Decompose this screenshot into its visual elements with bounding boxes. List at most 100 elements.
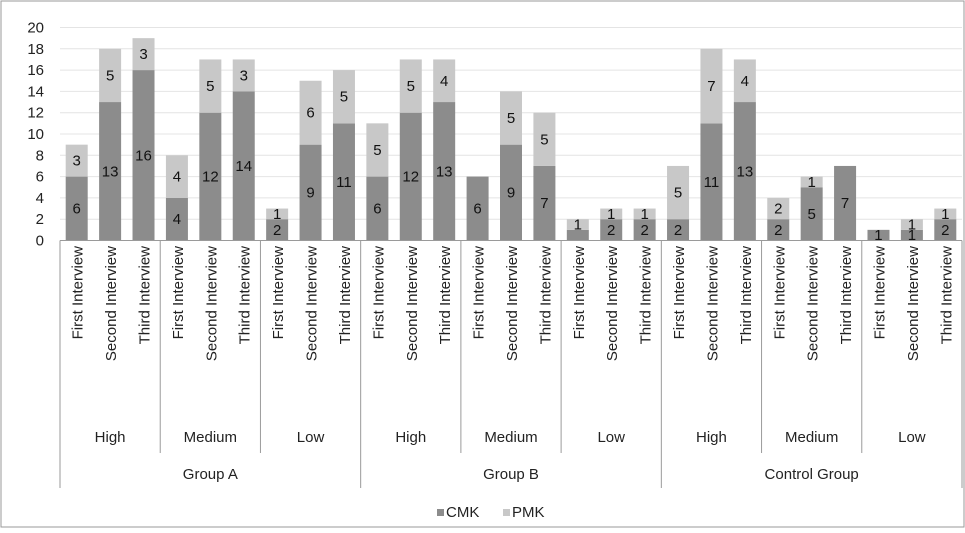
bar-pmk — [733, 59, 756, 103]
bar-cmk — [566, 229, 589, 241]
data-label-cmk: 9 — [507, 185, 515, 202]
x-tick-label: First Interview — [270, 246, 287, 340]
data-label-pmk: 5 — [674, 185, 682, 202]
bar-cmk — [466, 176, 489, 241]
data-label-cmk: 7 — [841, 195, 849, 212]
y-tick-label: 18 — [27, 41, 44, 58]
bar-cmk — [667, 219, 690, 241]
y-tick-label: 10 — [27, 126, 44, 143]
y-tick-label: 12 — [27, 105, 44, 122]
x-tick-label: Third Interview — [638, 246, 655, 345]
bar-pmk — [132, 38, 155, 71]
data-label-cmk: 6 — [473, 201, 481, 218]
data-label-cmk: 6 — [73, 201, 81, 218]
data-label-pmk: 5 — [373, 142, 381, 159]
data-label-pmk: 3 — [139, 46, 147, 63]
data-label-cmk: 11 — [704, 174, 720, 191]
data-label-cmk: 5 — [807, 206, 815, 223]
data-label-pmk: 7 — [707, 78, 715, 95]
bar-cmk — [332, 123, 355, 241]
x-axis: First Interview Second Interview Third Int… — [59, 240, 963, 488]
bar-cmk — [733, 102, 756, 241]
x-tick-label: First Interview — [70, 246, 87, 340]
x-tick-label: Third Interview — [738, 246, 755, 345]
bar-pmk — [500, 91, 522, 145]
data-label-pmk: 1 — [640, 206, 648, 223]
x-tick-label: First Interview — [370, 246, 387, 340]
bar-pmk — [700, 48, 723, 124]
bar-cmk — [366, 176, 389, 241]
bar-cmk — [700, 123, 723, 241]
bar-cmk — [399, 112, 422, 241]
data-label-cmk: 4 — [173, 211, 181, 228]
data-label-pmk: 5 — [206, 78, 214, 95]
data-label-pmk: 1 — [908, 217, 916, 234]
bar-pmk — [600, 208, 623, 220]
y-tick-label: 14 — [27, 83, 44, 100]
bar-pmk — [533, 112, 556, 166]
bar-pmk — [399, 59, 422, 113]
bar-cmk — [600, 219, 623, 241]
data-label-cmk: 12 — [402, 169, 419, 186]
bar-cmk — [533, 165, 556, 241]
x-tick-label: First Interview — [170, 246, 187, 340]
data-label-pmk: 6 — [306, 105, 314, 122]
legend: CMK PMK — [437, 504, 545, 521]
bar-pmk — [299, 80, 322, 145]
y-tick-label: 0 — [36, 233, 44, 250]
data-label-cmk: 13 — [737, 163, 754, 180]
level-label: Low — [597, 429, 625, 446]
level-label: Medium — [484, 429, 537, 446]
y-tick-label: 4 — [36, 190, 44, 207]
x-tick-label: Second Interview — [704, 246, 721, 361]
bar-cmk — [232, 91, 255, 241]
data-label-cmk: 1 — [874, 227, 882, 244]
data-label-cmk: 7 — [540, 195, 548, 212]
legend-label-cmk: CMK — [446, 504, 479, 521]
y-tick-label: 16 — [27, 62, 44, 79]
legend-label-pmk: PMK — [512, 504, 545, 521]
x-tick-label: Third Interview — [237, 246, 254, 345]
bar-pmk — [232, 59, 255, 92]
x-tick-label: Third Interview — [938, 246, 955, 345]
legend-swatch-pmk — [503, 509, 510, 516]
data-label-cmk: 2 — [941, 222, 949, 239]
x-tick-label: Second Interview — [805, 246, 822, 361]
data-label-pmk: 2 — [774, 201, 782, 218]
bar-cmk — [800, 187, 823, 241]
y-tick-label: 6 — [36, 169, 44, 186]
bar-cmk — [266, 219, 289, 241]
x-tick-label: Second Interview — [203, 246, 220, 361]
x-tick-label: First Interview — [771, 246, 788, 340]
data-label-cmk: 13 — [436, 163, 453, 180]
level-label: Low — [297, 429, 325, 446]
data-label-pmk: 5 — [507, 110, 515, 127]
x-tick-label: Third Interview — [537, 246, 554, 345]
legend-swatch-cmk — [437, 509, 444, 516]
data-label-cmk: 6 — [373, 201, 381, 218]
bar-pmk — [566, 219, 589, 230]
x-tick-label: Third Interview — [137, 246, 154, 345]
bar-pmk — [800, 176, 823, 188]
level-label: Medium — [184, 429, 237, 446]
data-label-pmk: 5 — [540, 131, 548, 148]
data-label-cmk: 14 — [235, 158, 252, 175]
bar-cmk — [900, 229, 923, 241]
bar-cmk — [867, 229, 890, 241]
level-label: Low — [898, 429, 926, 446]
data-label-pmk: 1 — [941, 206, 949, 223]
bar-pmk — [65, 144, 88, 177]
data-label-cmk: 2 — [674, 222, 682, 239]
data-label-pmk: 1 — [574, 217, 582, 234]
level-label: Medium — [785, 429, 838, 446]
bar-cmk — [834, 165, 857, 241]
data-label-pmk: 5 — [106, 67, 114, 84]
x-tick-label: Second Interview — [103, 246, 120, 361]
bar-pmk — [165, 155, 188, 198]
x-tick-label: First Interview — [571, 246, 588, 340]
x-tick-label: First Interview — [671, 246, 688, 340]
